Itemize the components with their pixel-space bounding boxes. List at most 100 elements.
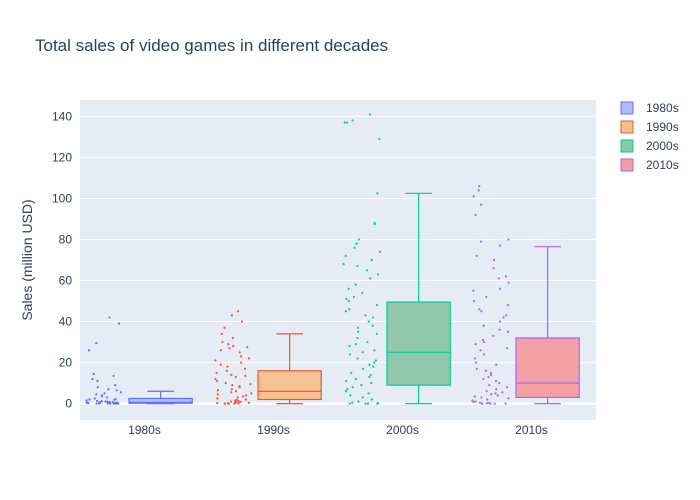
data-point: [105, 396, 109, 399]
box-2000s: [386, 192, 451, 405]
data-point: [216, 389, 220, 392]
data-point: [342, 263, 345, 266]
data-point: [351, 119, 354, 122]
data-point: [479, 240, 483, 243]
data-point: [214, 377, 217, 381]
data-point: [478, 401, 482, 404]
legend-item[interactable]: 2010s: [620, 158, 679, 172]
data-point: [505, 386, 509, 389]
data-point: [87, 401, 90, 405]
data-point: [233, 402, 236, 405]
data-point: [505, 347, 509, 350]
data-point: [93, 397, 96, 400]
data-point: [236, 310, 240, 313]
data-point: [482, 324, 485, 327]
legend-item[interactable]: 2000s: [620, 139, 679, 153]
data-point: [243, 367, 247, 370]
data-point: [103, 392, 106, 395]
data-point: [492, 267, 495, 270]
data-point: [244, 374, 247, 377]
data-point: [215, 379, 219, 383]
data-point: [496, 394, 499, 397]
data-point: [361, 367, 365, 370]
data-point: [117, 322, 121, 325]
data-point: [108, 316, 111, 319]
data-point: [345, 297, 348, 301]
data-point: [489, 402, 492, 405]
legend-item[interactable]: 1980s: [620, 101, 679, 115]
data-point: [356, 357, 359, 360]
x-tick-label: 1980s: [128, 423, 161, 437]
legend-label: 1980s: [646, 101, 679, 115]
y-tick-label: 120: [52, 150, 72, 164]
data-point: [109, 402, 112, 405]
data-point: [501, 391, 504, 394]
data-point: [344, 310, 347, 313]
data-point: [482, 340, 486, 344]
data-point: [352, 295, 356, 299]
legend-item[interactable]: 1990s: [620, 120, 679, 134]
data-point: [493, 402, 496, 405]
data-point: [96, 386, 99, 389]
data-point: [344, 254, 347, 257]
data-point: [474, 343, 477, 346]
data-point: [239, 400, 242, 404]
data-point: [494, 392, 497, 395]
data-point: [368, 363, 371, 366]
data-point: [353, 246, 356, 249]
data-point: [485, 295, 488, 299]
data-point: [485, 390, 488, 393]
data-point: [247, 357, 251, 360]
data-point: [490, 373, 493, 376]
data-point: [471, 399, 474, 402]
data-point: [370, 398, 373, 401]
legend: 1980s 1990s 2000s 2010s: [620, 101, 679, 172]
y-tick-label: 140: [52, 109, 72, 123]
data-point: [364, 402, 367, 405]
data-point: [506, 304, 510, 307]
data-point: [488, 384, 491, 387]
data-point: [366, 340, 369, 344]
data-point: [495, 363, 498, 366]
data-point: [351, 386, 354, 389]
data-point: [88, 398, 91, 401]
data-point: [490, 393, 493, 396]
data-point: [113, 398, 116, 401]
data-point: [230, 314, 233, 317]
data-point: [356, 265, 359, 268]
x-tick-label: 2000s: [386, 423, 419, 437]
data-point: [246, 346, 249, 349]
data-point: [472, 299, 476, 303]
y-axis-ticks: 0 20 40 60 80 100 120 140: [52, 109, 72, 410]
data-point: [348, 402, 351, 405]
data-point: [499, 244, 502, 247]
data-point: [238, 351, 241, 354]
x-tick-label: 2010s: [515, 423, 548, 437]
data-point: [507, 238, 510, 241]
iqr-box: [515, 337, 580, 399]
data-point: [495, 388, 498, 391]
data-point: [344, 390, 348, 393]
data-point: [95, 402, 98, 405]
data-point: [100, 400, 103, 403]
data-point: [216, 401, 219, 405]
y-axis-title: Sales (million USD): [19, 199, 35, 320]
data-point: [237, 400, 240, 403]
data-point: [504, 402, 507, 405]
data-point: [354, 343, 357, 346]
data-point: [474, 400, 477, 403]
data-point: [361, 396, 364, 399]
data-point: [350, 371, 353, 374]
data-point: [473, 395, 476, 398]
iqr-box: [128, 397, 193, 404]
data-point: [478, 185, 481, 188]
data-point: [239, 355, 243, 358]
data-point: [219, 363, 222, 366]
data-point: [348, 345, 351, 348]
data-point: [370, 381, 373, 385]
data-point: [356, 326, 360, 329]
data-point: [477, 189, 480, 192]
data-point: [227, 402, 230, 405]
data-point: [236, 396, 239, 399]
data-point: [220, 332, 223, 335]
